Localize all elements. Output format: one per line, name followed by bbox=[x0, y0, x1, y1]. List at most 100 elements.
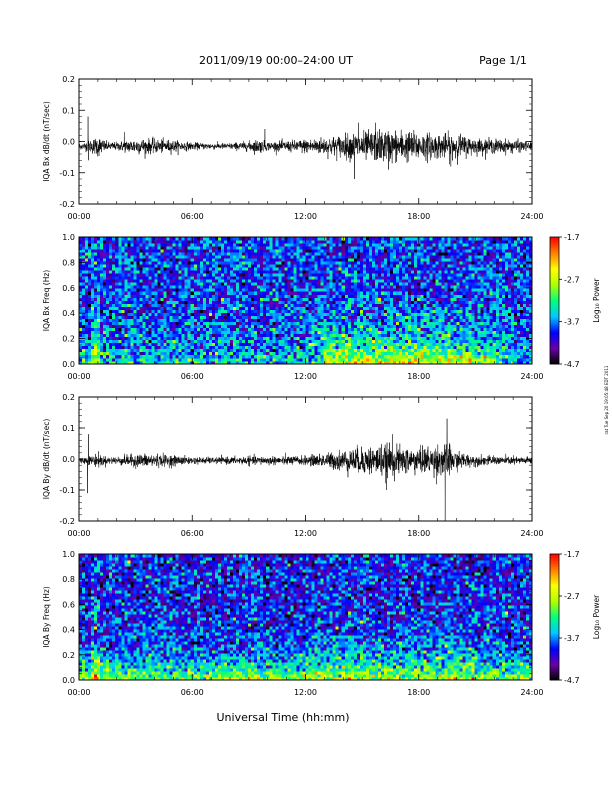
heat-cell bbox=[338, 273, 343, 277]
heat-cell bbox=[163, 348, 167, 353]
heat-cell bbox=[160, 288, 164, 292]
heat-cell bbox=[163, 291, 167, 295]
heat-cell bbox=[341, 255, 346, 259]
heat-cell bbox=[124, 321, 128, 325]
heat-cell bbox=[317, 321, 321, 325]
heat-cell bbox=[299, 348, 303, 353]
heat-cell bbox=[175, 282, 179, 286]
heat-cell bbox=[211, 354, 216, 359]
heat-cell bbox=[326, 237, 330, 241]
heat-cell bbox=[341, 279, 346, 283]
heat-cell bbox=[133, 357, 137, 362]
heat-cell bbox=[278, 240, 282, 244]
heat-cell bbox=[350, 243, 355, 247]
heat-cell bbox=[387, 273, 391, 277]
heat-cell bbox=[196, 354, 201, 359]
heat-cell bbox=[154, 237, 158, 241]
heat-cell bbox=[154, 351, 158, 356]
heat-cell bbox=[381, 258, 385, 262]
heat-cell bbox=[414, 327, 418, 332]
heat-cell bbox=[263, 264, 267, 268]
heat-cell bbox=[169, 339, 173, 344]
heat-cell bbox=[290, 288, 294, 292]
heat-cell bbox=[184, 246, 189, 250]
heat-cell bbox=[245, 357, 249, 362]
heat-cell bbox=[151, 354, 155, 359]
heat-cell bbox=[399, 357, 403, 362]
heat-cell bbox=[371, 282, 376, 286]
heat-cell bbox=[208, 351, 213, 356]
heat-cell bbox=[142, 258, 146, 262]
heat-cell bbox=[88, 315, 92, 319]
heat-cell bbox=[82, 333, 86, 338]
heat-cell bbox=[178, 348, 182, 353]
heat-cell bbox=[293, 282, 297, 286]
y-tick-label: -0.1 bbox=[59, 169, 75, 178]
heat-cell bbox=[214, 330, 219, 335]
heat-cell bbox=[100, 255, 104, 259]
heat-cell bbox=[320, 240, 324, 244]
heat-cell bbox=[263, 345, 267, 350]
heat-cell bbox=[136, 354, 140, 359]
heat-cell bbox=[151, 321, 155, 325]
heat-cell bbox=[112, 258, 116, 262]
heat-cell bbox=[184, 297, 189, 301]
heat-cell bbox=[226, 249, 231, 253]
heat-cell bbox=[347, 321, 352, 325]
heat-cell bbox=[202, 291, 207, 295]
heat-cell bbox=[133, 345, 137, 350]
heat-cell bbox=[317, 264, 321, 268]
heat-cell bbox=[106, 297, 110, 301]
heat-cell bbox=[187, 294, 192, 298]
heat-cell bbox=[220, 255, 225, 259]
heat-cell bbox=[100, 336, 104, 341]
heat-cell bbox=[142, 252, 146, 256]
heat-cell bbox=[411, 294, 415, 298]
heat-cell bbox=[79, 255, 83, 259]
heat-cell bbox=[326, 252, 330, 256]
heat-cell bbox=[151, 249, 155, 253]
heat-cell bbox=[344, 258, 349, 262]
heat-cell bbox=[193, 261, 198, 265]
heat-cell bbox=[160, 255, 164, 259]
heat-cell bbox=[211, 324, 216, 329]
heat-cell bbox=[136, 360, 140, 365]
heat-cell bbox=[178, 324, 182, 329]
heat-cell bbox=[396, 276, 400, 280]
heat-cell bbox=[347, 282, 352, 286]
heat-cell bbox=[211, 297, 216, 301]
heat-cell bbox=[127, 252, 131, 256]
heat-cell bbox=[362, 360, 367, 365]
heat-cell bbox=[353, 306, 358, 310]
heat-cell bbox=[260, 270, 264, 274]
heat-cell bbox=[124, 324, 128, 329]
heat-cell bbox=[148, 270, 152, 274]
heat-cell bbox=[299, 339, 303, 344]
heat-cell bbox=[196, 351, 201, 356]
heat-cell bbox=[82, 342, 86, 347]
heat-cell bbox=[275, 240, 279, 244]
heat-cell bbox=[308, 306, 312, 310]
heat-cell bbox=[335, 318, 340, 322]
heat-cell bbox=[196, 246, 201, 250]
heat-cell bbox=[121, 240, 125, 244]
heat-cell bbox=[124, 360, 128, 365]
heat-cell bbox=[326, 285, 330, 289]
heat-cell bbox=[79, 300, 83, 304]
heat-cell bbox=[181, 351, 185, 356]
heat-cell bbox=[100, 246, 104, 250]
heat-cell bbox=[308, 261, 312, 265]
heat-cell bbox=[347, 318, 352, 322]
heat-cell bbox=[127, 279, 131, 283]
heat-cell bbox=[326, 291, 330, 295]
heat-cell bbox=[326, 336, 330, 341]
heat-cell bbox=[169, 360, 173, 365]
heat-cell bbox=[402, 336, 406, 341]
heat-cell bbox=[193, 339, 198, 344]
heat-cell bbox=[344, 264, 349, 268]
heat-cell bbox=[160, 339, 164, 344]
heat-cell bbox=[359, 318, 364, 322]
heat-cell bbox=[85, 285, 89, 289]
heat-cell bbox=[103, 270, 107, 274]
heat-cell bbox=[184, 270, 189, 274]
